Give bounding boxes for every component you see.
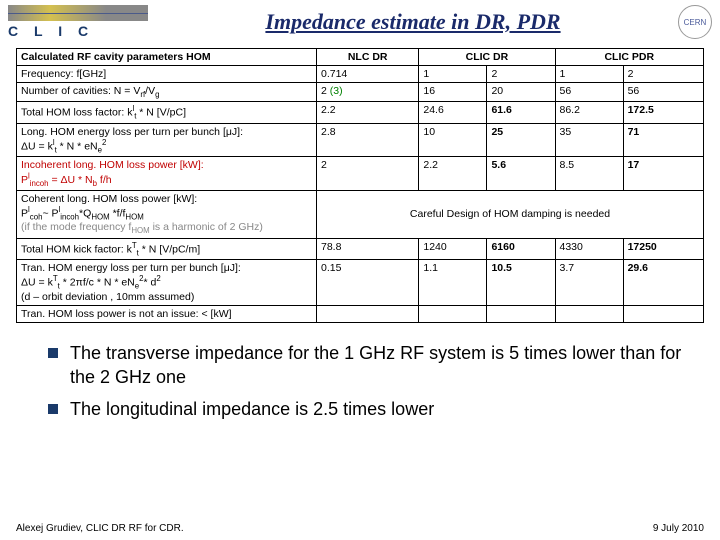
cell: 2: [623, 66, 703, 83]
table-row: Tran. HOM energy loss per turn per bunch…: [17, 260, 704, 306]
cell: 78.8: [317, 238, 419, 260]
cell: 0.15: [317, 260, 419, 306]
cell: [317, 305, 419, 322]
cell: 5.6: [487, 157, 555, 191]
cell: 2: [487, 66, 555, 83]
th-param: Calculated RF cavity parameters HOM: [17, 49, 317, 66]
th-clic-pdr: CLIC PDR: [555, 49, 704, 66]
table-row: Number of cavities: N = Vrf/Vg2 (3)16205…: [17, 83, 704, 102]
impedance-table: Calculated RF cavity parameters HOM NLC …: [16, 48, 704, 323]
cell: 1: [419, 66, 487, 83]
cell: 10.5: [487, 260, 555, 306]
logo-text: C L I C: [8, 23, 148, 39]
row-label: Frequency: f[GHz]: [17, 66, 317, 83]
logo-diagram: [8, 5, 148, 21]
row-label: Coherent long. HOM loss power [kW]:Plcoh…: [17, 190, 317, 238]
cell: 10: [419, 123, 487, 157]
cell: 56: [623, 83, 703, 102]
th-nlc: NLC DR: [317, 49, 419, 66]
bullet-square-icon: [48, 348, 58, 358]
cell: 29.6: [623, 260, 703, 306]
table-row: Total HOM loss factor: klt * N [V/pC]2.2…: [17, 102, 704, 124]
cell: 2.2: [419, 157, 487, 191]
table-row: Tran. HOM loss power is not an issue: < …: [17, 305, 704, 322]
footer: Alexej Grudiev, CLIC DR RF for CDR. 9 Ju…: [0, 523, 720, 534]
cell: 86.2: [555, 102, 623, 124]
cell: 61.6: [487, 102, 555, 124]
cern-logo-icon: CERN: [678, 5, 712, 39]
cell: 0.714: [317, 66, 419, 83]
cell: 2.2: [317, 102, 419, 124]
cell: 1.1: [419, 260, 487, 306]
cell: 2: [317, 157, 419, 191]
bullet-text: The transverse impedance for the 1 GHz R…: [70, 341, 696, 390]
tbody: Frequency: f[GHz]0.7141212Number of cavi…: [17, 66, 704, 323]
cell: [623, 305, 703, 322]
bullet-text: The longitudinal impedance is 2.5 times …: [70, 397, 434, 421]
bullet-list: The transverse impedance for the 1 GHz R…: [0, 331, 720, 422]
cell: 20: [487, 83, 555, 102]
footer-right: 9 July 2010: [653, 523, 704, 534]
row-label: Incoherent long. HOM loss power [kW]:Pli…: [17, 157, 317, 191]
cell: [487, 305, 555, 322]
row-label: Tran. HOM loss power is not an issue: < …: [17, 305, 317, 322]
main-table-wrap: Calculated RF cavity parameters HOM NLC …: [0, 44, 720, 331]
table-row: Incoherent long. HOM loss power [kW]:Pli…: [17, 157, 704, 191]
cell: 172.5: [623, 102, 703, 124]
cell: 35: [555, 123, 623, 157]
cell: 1240: [419, 238, 487, 260]
cell: [419, 305, 487, 322]
cell: 2.8: [317, 123, 419, 157]
cell: 6160: [487, 238, 555, 260]
page-title: Impedance estimate in DR, PDR: [160, 9, 666, 35]
row-label: Total HOM kick factor: kTt * N [V/pC/m]: [17, 238, 317, 260]
cell: 3.7: [555, 260, 623, 306]
th-clic-dr: CLIC DR: [419, 49, 555, 66]
cell: 17: [623, 157, 703, 191]
bullet-item: The transverse impedance for the 1 GHz R…: [48, 341, 696, 390]
table-row: Coherent long. HOM loss power [kW]:Plcoh…: [17, 190, 704, 238]
table-row: Long. HOM energy loss per turn per bunch…: [17, 123, 704, 157]
cell: 56: [555, 83, 623, 102]
cell: 17250: [623, 238, 703, 260]
cell: 4330: [555, 238, 623, 260]
cell: 8.5: [555, 157, 623, 191]
header: C L I C Impedance estimate in DR, PDR CE…: [0, 0, 720, 44]
cell: 1: [555, 66, 623, 83]
table-row: Frequency: f[GHz]0.7141212: [17, 66, 704, 83]
cell: 24.6: [419, 102, 487, 124]
note-cell: Careful Design of HOM damping is needed: [317, 190, 704, 238]
clic-logo: C L I C: [8, 4, 148, 40]
bullet-square-icon: [48, 404, 58, 414]
bullet-item: The longitudinal impedance is 2.5 times …: [48, 397, 696, 421]
cell: [555, 305, 623, 322]
footer-left: Alexej Grudiev, CLIC DR RF for CDR.: [16, 523, 184, 534]
cell: 25: [487, 123, 555, 157]
row-label: Number of cavities: N = Vrf/Vg: [17, 83, 317, 102]
table-row: Total HOM kick factor: kTt * N [V/pC/m]7…: [17, 238, 704, 260]
row-label: Long. HOM energy loss per turn per bunch…: [17, 123, 317, 157]
row-label: Total HOM loss factor: klt * N [V/pC]: [17, 102, 317, 124]
cell: 71: [623, 123, 703, 157]
cell: 2 (3): [317, 83, 419, 102]
cell: 16: [419, 83, 487, 102]
row-label: Tran. HOM energy loss per turn per bunch…: [17, 260, 317, 306]
